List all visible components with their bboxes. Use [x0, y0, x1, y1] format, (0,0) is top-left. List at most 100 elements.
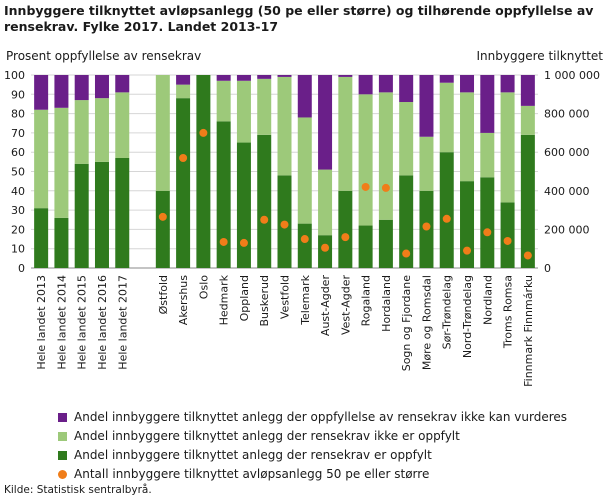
y-tick-label-right: 600 000: [544, 146, 590, 159]
bar-oppfylt: [94, 161, 109, 268]
bar-ikke-oppfylt: [520, 105, 535, 135]
y-axis-label-left: Prosent oppfyllelse av rensekrav: [6, 49, 201, 63]
dot-antall: [463, 246, 472, 255]
dot-antall: [422, 222, 431, 231]
legend-dot: [58, 470, 67, 479]
y-tick-label-right: 1 000 000: [544, 69, 600, 82]
bar-ikke-vurderes: [176, 75, 191, 85]
legend-label: Andel innbyggere tilknyttet anlegg der r…: [74, 429, 460, 443]
bar-oppfylt: [297, 223, 312, 268]
bar-ikke-vurderes: [115, 75, 130, 93]
dot-antall: [483, 228, 492, 237]
y-tick-label-left: 30: [11, 204, 25, 217]
x-tick-label: Hedmark: [218, 274, 231, 325]
x-tick-label: Østfold: [157, 275, 170, 314]
bars: [34, 75, 535, 268]
y-tick-label-right: 200 000: [544, 223, 590, 236]
y-tick-label-left: 0: [18, 262, 25, 275]
dot-antall: [280, 220, 289, 229]
bar-oppfylt: [500, 202, 515, 268]
y-tick-label-left: 90: [11, 88, 25, 101]
x-tick-label: Finnmark Finnmárku: [522, 275, 535, 387]
legend-label: Antall innbyggere tilknyttet avløpsanleg…: [74, 467, 430, 481]
dot-antall: [523, 251, 532, 260]
legend: Andel innbyggere tilknyttet anlegg der o…: [58, 408, 567, 484]
bar-oppfylt: [155, 190, 170, 268]
x-tick-label: Vestfold: [279, 275, 292, 319]
bar-oppfylt: [236, 142, 251, 268]
bar-ikke-vurderes: [480, 75, 495, 133]
x-tick-label: Aust-Agder: [319, 275, 332, 337]
bar-ikke-vurderes: [419, 75, 434, 137]
bar-oppfylt: [74, 163, 89, 268]
bar-ikke-vurderes: [520, 75, 535, 106]
bar-ikke-vurderes: [318, 75, 333, 170]
bar-ikke-oppfylt: [480, 132, 495, 178]
bar-ikke-oppfylt: [338, 76, 353, 191]
bar-ikke-oppfylt: [277, 76, 292, 176]
x-tick-label: Rogaland: [360, 275, 373, 326]
bar-oppfylt: [399, 175, 414, 268]
dot-antall: [341, 233, 350, 242]
bar-ikke-vurderes: [439, 75, 454, 83]
bar-ikke-oppfylt: [419, 136, 434, 191]
x-tick-label: Sogn og Fjordane: [400, 275, 413, 372]
dot-antall: [199, 128, 208, 137]
bar-ikke-vurderes: [74, 75, 89, 101]
bar-oppfylt: [460, 181, 475, 268]
x-tick-label: Hele landet 2017: [116, 275, 129, 370]
bar-ikke-vurderes: [34, 75, 49, 110]
bar-ikke-vurderes: [236, 75, 251, 81]
bar-ikke-oppfylt: [460, 92, 475, 182]
dot-antall: [402, 249, 411, 258]
bar-oppfylt: [378, 219, 393, 268]
x-tick-label: Møre og Romsdal: [420, 275, 433, 370]
bar-ikke-oppfylt: [216, 80, 231, 122]
y-tick-label-right: 400 000: [544, 185, 590, 198]
dot-antall: [219, 237, 228, 246]
bar-ikke-oppfylt: [94, 98, 109, 162]
bar-oppfylt: [480, 177, 495, 268]
y-ticks-right: 0 200 000 400 000 600 000 800 000 1 000 000: [544, 69, 600, 275]
legend-label: Andel innbyggere tilknyttet anlegg der r…: [74, 448, 432, 462]
y-ticks-left: 0 10 20 30 40 50 60 70 80 90 100: [4, 69, 25, 275]
bar-oppfylt: [176, 98, 191, 268]
bar-oppfylt: [257, 134, 272, 268]
bar-ikke-oppfylt: [378, 92, 393, 220]
bar-ikke-vurderes: [277, 75, 292, 77]
bar-ikke-vurderes: [460, 75, 475, 93]
legend-swatch: [58, 451, 67, 460]
y-tick-label-left: 10: [11, 243, 25, 256]
y-tick-label-right: 800 000: [544, 108, 590, 121]
dot-antall: [503, 236, 512, 245]
bar-ikke-vurderes: [54, 75, 69, 108]
x-tick-label: Sør-Trøndelag: [441, 275, 454, 349]
y-tick-label-left: 70: [11, 127, 25, 140]
x-tick-label: Akershus: [177, 275, 190, 325]
bar-oppfylt: [54, 217, 69, 268]
dot-antall: [239, 238, 248, 247]
bar-oppfylt: [34, 208, 49, 268]
x-tick-label: Hele landet 2015: [76, 275, 89, 370]
bar-ikke-oppfylt: [439, 82, 454, 153]
bar-ikke-oppfylt: [257, 78, 272, 135]
bar-ikke-vurderes: [257, 75, 272, 79]
x-tick-labels: Hele landet 2013 Hele landet 2014 Hele lan…: [35, 274, 535, 387]
bar-ikke-vurderes: [358, 75, 373, 95]
bar-ikke-oppfylt: [54, 107, 69, 218]
source-note: Kilde: Statistisk sentralbyrå.: [4, 484, 152, 496]
bar-ikke-oppfylt: [34, 109, 49, 209]
bar-ikke-oppfylt: [318, 169, 333, 236]
bar-oppfylt: [439, 152, 454, 268]
bar-oppfylt: [115, 157, 130, 268]
bar-ikke-oppfylt: [155, 75, 170, 191]
legend-item-oppfylt: Andel innbyggere tilknyttet anlegg der r…: [58, 446, 567, 465]
bar-ikke-oppfylt: [176, 84, 191, 99]
chart: Prosent oppfyllelse av rensekrav Innbygg…: [4, 49, 603, 387]
x-tick-label: Nordland: [481, 275, 494, 325]
dot-antall: [361, 182, 370, 191]
dot-antall: [381, 183, 390, 192]
bar-ikke-oppfylt: [500, 92, 515, 203]
dot-antall: [300, 235, 309, 244]
dot-antall: [321, 243, 330, 252]
